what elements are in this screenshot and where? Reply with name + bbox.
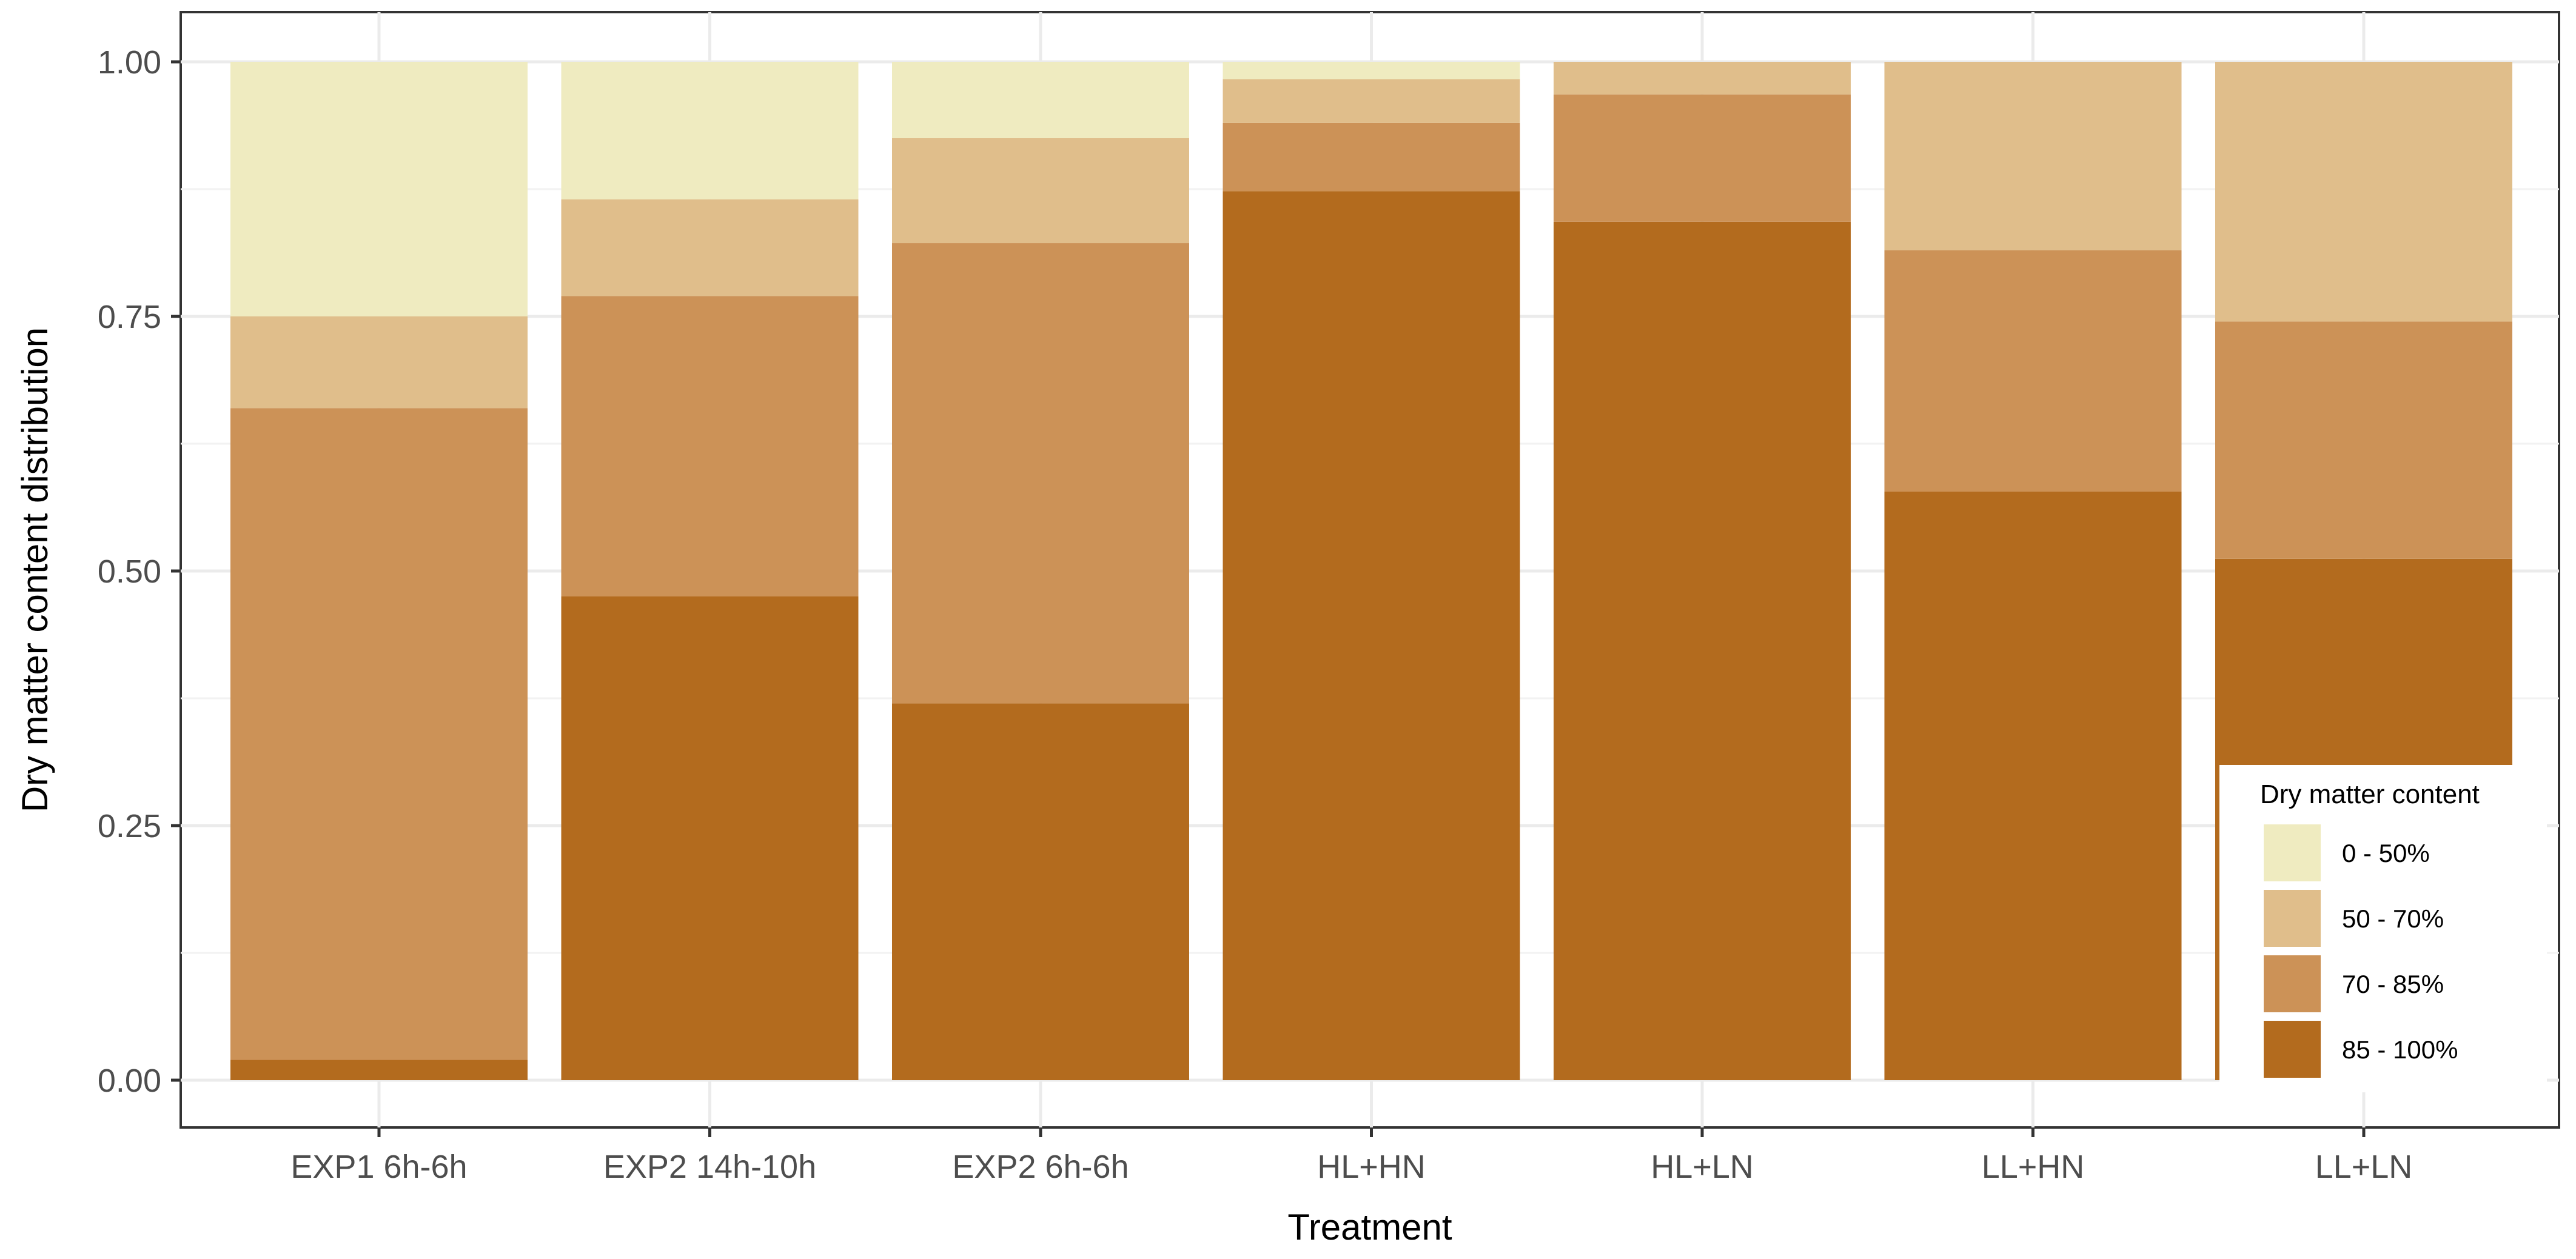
x-tick-label: LL+LN [2315, 1149, 2413, 1185]
legend: Dry matter content 0 - 50% 50 - 70% 70 - 8… [2219, 765, 2547, 1092]
x-tick-label: EXP2 14h-10h [603, 1149, 816, 1185]
legend-label: 0 - 50% [2342, 839, 2430, 867]
bar-segment [561, 596, 859, 1080]
bar-segment [230, 316, 528, 409]
bar-segment [1884, 62, 2182, 250]
x-tick-label: LL+HN [1982, 1149, 2085, 1185]
bar-segment [1554, 94, 1851, 222]
x-tick-label: HL+LN [1651, 1149, 1754, 1185]
bar-segment [1554, 62, 1851, 95]
bars [230, 62, 2512, 1080]
y-tick-label: 1.00 [98, 44, 161, 81]
bar-segment [1884, 491, 2182, 1080]
bar-segment [892, 703, 1189, 1080]
legend-label: 70 - 85% [2342, 970, 2444, 998]
bar-segment [230, 408, 528, 1060]
bar-segment [561, 62, 859, 199]
bar-segment [2215, 321, 2512, 559]
legend-swatch [2264, 955, 2321, 1012]
bar-segment [230, 62, 528, 316]
bar-segment [1223, 122, 1520, 192]
bar-segment [561, 296, 859, 596]
x-axis-title: Treatment [1287, 1207, 1452, 1247]
bar-segment [1223, 191, 1520, 1080]
axes: 0.00 0.25 0.50 0.75 1.00 EXP1 6h-6h EXP2 14h-1… [98, 44, 2412, 1185]
y-tick-label: 0.75 [98, 299, 161, 335]
legend-swatch [2264, 824, 2321, 881]
bar-segment [1223, 62, 1520, 79]
bar-segment [230, 1060, 528, 1080]
legend-title: Dry matter content [2260, 780, 2480, 809]
x-tick-label: EXP1 6h-6h [290, 1149, 467, 1185]
legend-label: 85 - 100% [2342, 1035, 2458, 1064]
legend-swatch [2264, 1021, 2321, 1078]
bar-segment [892, 243, 1189, 704]
bar-segment [2215, 62, 2512, 322]
x-tick-label: HL+HN [1317, 1149, 1426, 1185]
bar-segment [892, 138, 1189, 244]
legend-swatch [2264, 890, 2321, 947]
y-tick-label: 0.25 [98, 808, 161, 844]
y-axis-title: Dry matter content distribution [15, 327, 55, 812]
bar-segment [561, 199, 859, 296]
x-tick-label: EXP2 6h-6h [952, 1149, 1129, 1185]
y-tick-label: 0.50 [98, 553, 161, 590]
bar-segment [1223, 79, 1520, 123]
y-tick-label: 0.00 [98, 1063, 161, 1099]
bar-segment [1884, 250, 2182, 492]
bar-segment [1554, 221, 1851, 1080]
legend-label: 50 - 70% [2342, 904, 2444, 933]
bar-segment [892, 62, 1189, 138]
